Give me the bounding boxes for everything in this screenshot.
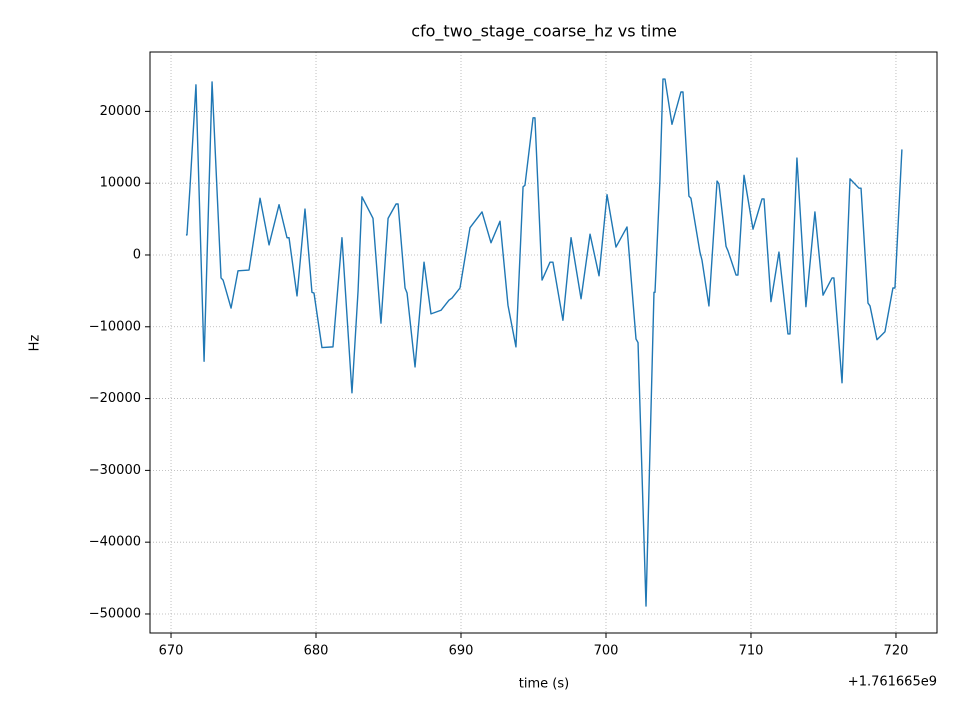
y-tick-label: −40000 [89,535,141,550]
x-tick-label: 670 [159,644,184,659]
y-tick-label: 10000 [100,176,141,191]
y-tick-label: −20000 [89,391,141,406]
y-tick-label: −50000 [89,606,141,621]
y-axis-label: Hz [28,335,43,352]
axes-frame [149,51,938,634]
y-tick-label: −30000 [89,463,141,478]
chart-title: cfo_two_stage_coarse_hz vs time [411,22,677,42]
x-tick-label: 690 [449,644,474,659]
y-tick-label: −10000 [89,319,141,334]
x-tick-label: 700 [594,644,619,659]
x-tick-label: 710 [739,644,764,659]
x-tick-label: 720 [884,644,909,659]
data-line [185,78,903,607]
y-tick-label: 20000 [100,104,141,119]
y-tick-label: 0 [133,247,141,262]
x-offset-label: +1.761665e9 [848,675,937,690]
x-tick-label: 680 [304,644,329,659]
x-axis-label: time (s) [519,677,569,692]
